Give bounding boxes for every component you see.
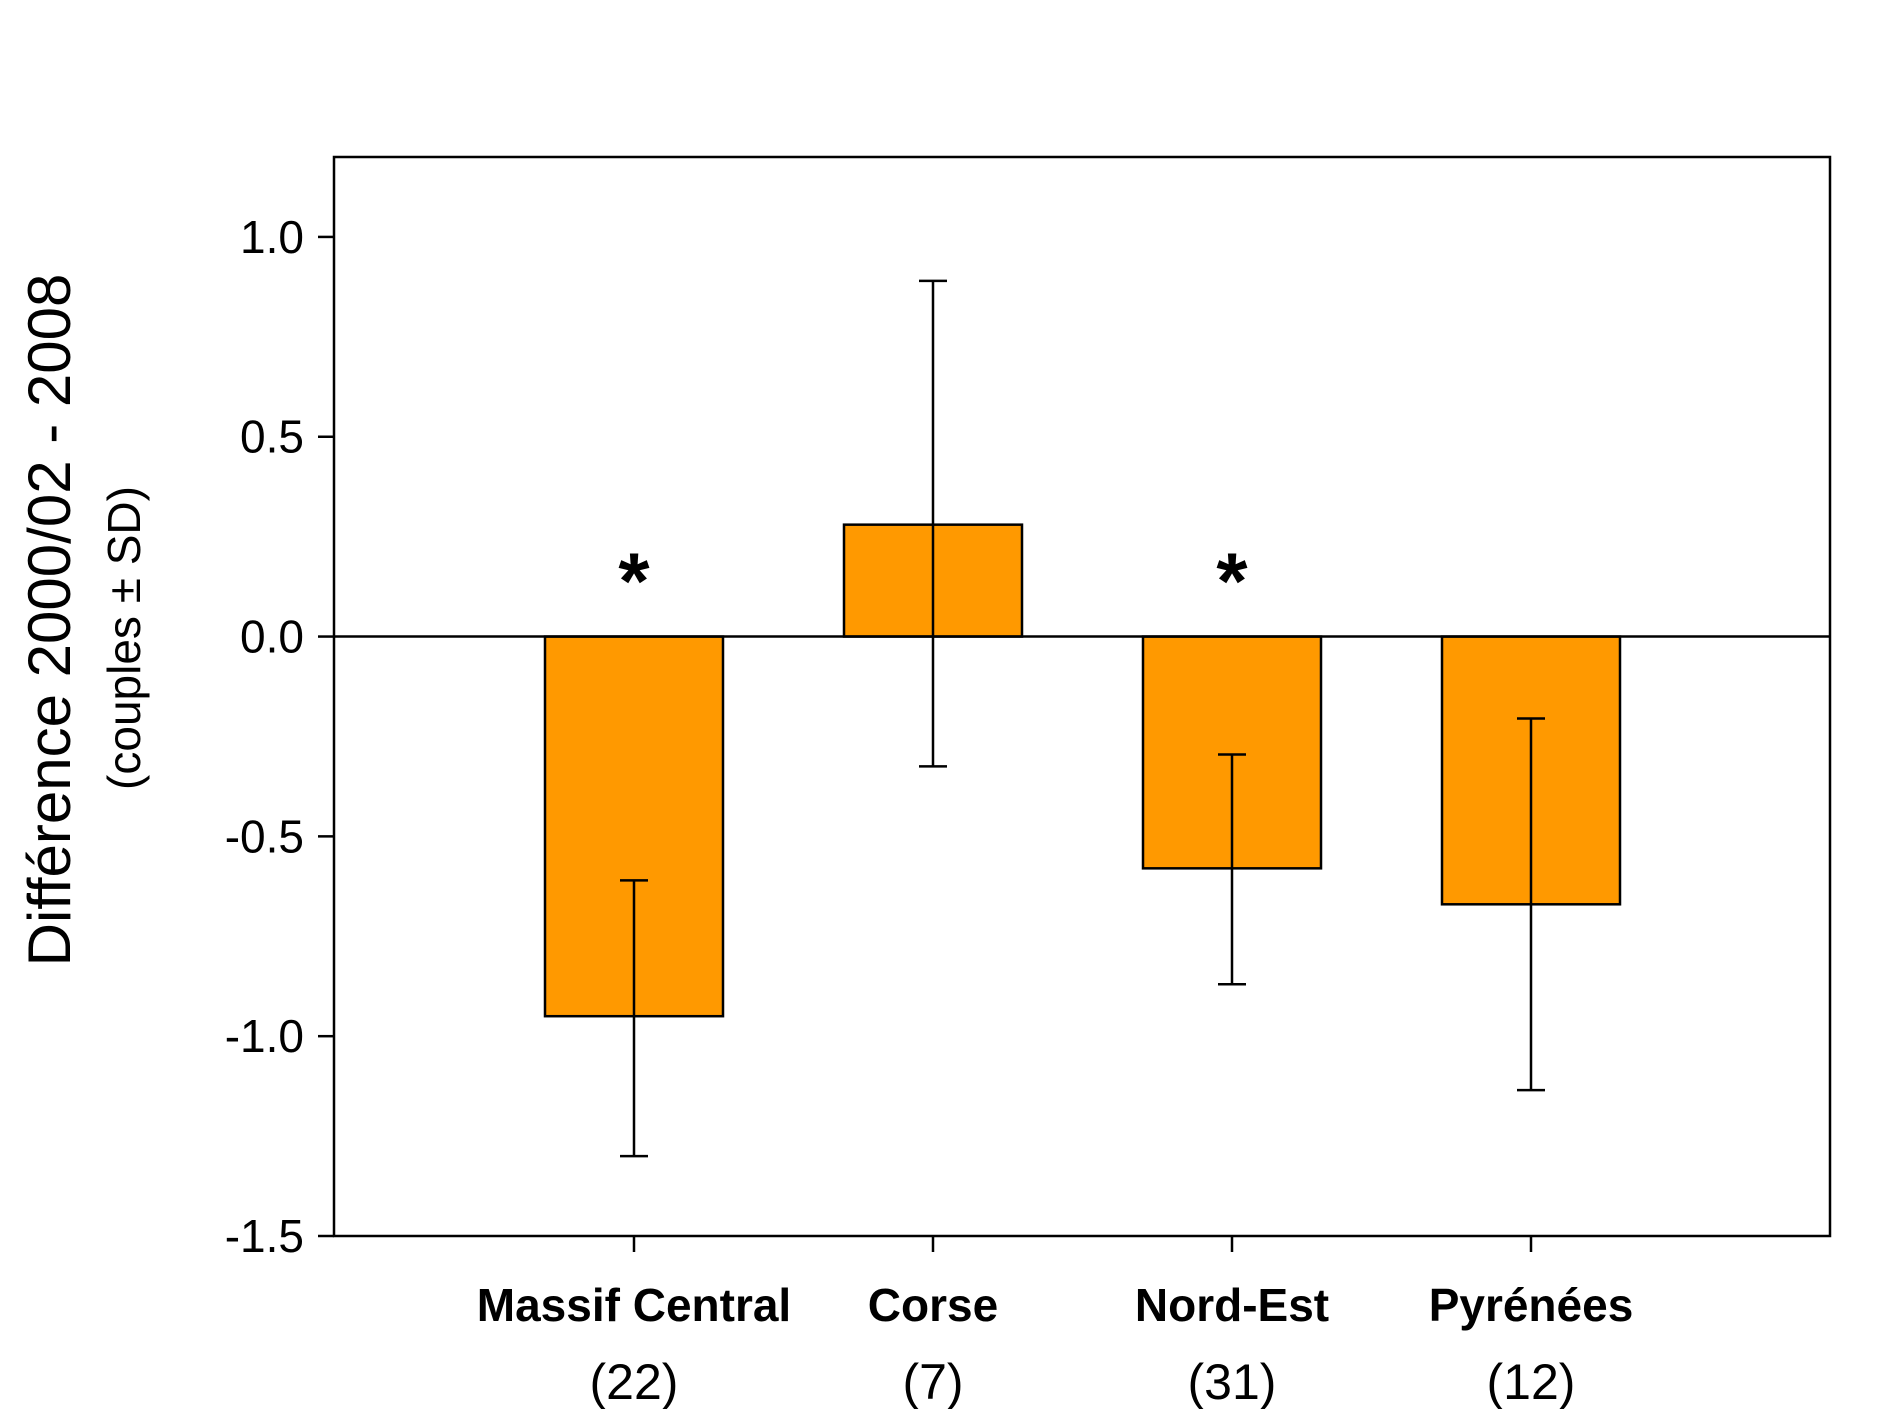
plot-area: 1.0 0.5 0.0 -0.5 -1.0 -1.5 * * Massif Central (22… (225, 155, 1832, 1409)
y-tick-label: -1.0 (225, 1010, 304, 1062)
y-tick-label: -1.5 (225, 1210, 304, 1262)
x-sample-size-label: (7) (902, 1354, 963, 1409)
x-category-label: Massif Central (477, 1279, 791, 1331)
y-tick-label: -0.5 (225, 810, 304, 862)
significance-marker: * (618, 537, 650, 626)
y-tick-label: 1.0 (240, 211, 304, 263)
y-axis-subtitle: (couples ± SD) (98, 486, 150, 790)
x-category-label: Corse (868, 1279, 998, 1331)
x-category-label: Pyrénées (1429, 1279, 1634, 1331)
x-sample-size-label: (12) (1487, 1354, 1576, 1409)
y-axis-title: Différence 2000/02 - 2008 (16, 274, 83, 967)
y-tick-label: 0.5 (240, 411, 304, 463)
plot-frame (332, 155, 1832, 1238)
x-sample-size-label: (22) (590, 1354, 679, 1409)
x-category-label: Nord-Est (1135, 1279, 1329, 1331)
x-sample-size-label: (31) (1188, 1354, 1277, 1409)
y-axis-label: Différence 2000/02 - 2008 (couples ± SD) (16, 274, 150, 967)
significance-marker: * (1216, 537, 1248, 626)
y-tick-label: 0.0 (240, 611, 304, 663)
